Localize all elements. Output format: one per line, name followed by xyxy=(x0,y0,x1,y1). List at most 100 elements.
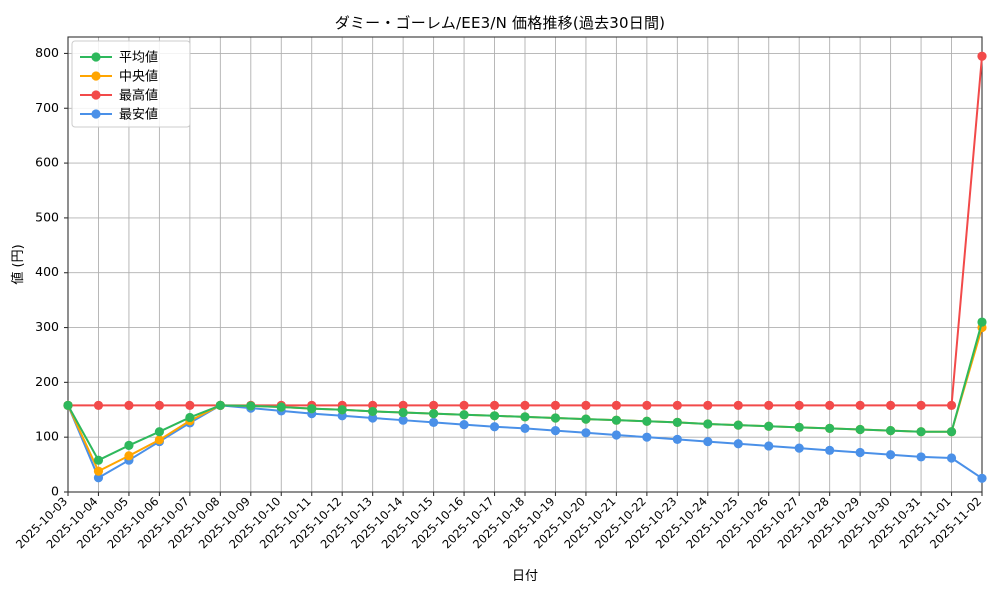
data-point xyxy=(611,400,622,410)
data-point xyxy=(124,440,134,451)
data-point xyxy=(489,411,500,421)
data-point xyxy=(63,400,73,410)
chart-title: ダミー・ゴーレム/EE3/N 価格推移(過去30日間) xyxy=(334,14,666,32)
data-point xyxy=(368,406,378,417)
legend-label: 平均値 xyxy=(119,50,158,66)
data-point xyxy=(886,450,896,460)
data-point xyxy=(307,404,317,414)
y-tick-label: 600 xyxy=(35,155,59,170)
data-point xyxy=(489,422,500,432)
legend-swatch-marker xyxy=(91,109,101,119)
data-point xyxy=(855,447,865,458)
data-point xyxy=(398,400,408,410)
data-point xyxy=(733,439,743,449)
data-point xyxy=(93,466,104,476)
legend-box xyxy=(71,40,191,128)
data-point xyxy=(946,400,957,410)
legend-item-3: 最高値 xyxy=(80,88,158,104)
data-point xyxy=(764,421,774,431)
data-point xyxy=(520,412,530,422)
data-point xyxy=(124,400,134,410)
data-point xyxy=(642,400,652,410)
grid-lines xyxy=(67,37,983,493)
data-point xyxy=(154,435,164,445)
data-point xyxy=(733,420,743,430)
data-point xyxy=(642,432,652,442)
legend-item-2: 中央値 xyxy=(80,69,158,85)
y-tick-label: 100 xyxy=(35,429,59,444)
data-point xyxy=(794,422,804,432)
data-point xyxy=(703,400,713,410)
data-point xyxy=(550,426,561,436)
data-point xyxy=(489,400,500,410)
data-point xyxy=(459,400,469,410)
data-point xyxy=(337,405,347,415)
data-point xyxy=(977,317,987,327)
legend-swatch-marker xyxy=(91,90,101,100)
y-tick-label: 700 xyxy=(35,100,59,115)
y-tick-label: 400 xyxy=(35,264,59,279)
data-point xyxy=(520,400,530,410)
data-point xyxy=(946,453,957,463)
data-point xyxy=(246,401,256,411)
data-point xyxy=(977,51,987,61)
data-point xyxy=(124,451,134,461)
data-point xyxy=(215,400,225,410)
series-1 xyxy=(63,317,987,465)
x-axis-title: 日付 xyxy=(512,569,538,584)
data-point xyxy=(764,441,774,451)
data-point xyxy=(672,400,682,410)
data-point xyxy=(398,415,408,425)
legend-swatch-marker xyxy=(91,52,101,62)
data-point xyxy=(703,419,713,429)
data-point xyxy=(672,434,682,444)
y-tick-label: 800 xyxy=(35,45,59,60)
data-series-group xyxy=(63,51,987,483)
data-point xyxy=(398,407,408,418)
data-point xyxy=(916,452,926,462)
data-point xyxy=(93,400,104,410)
data-point xyxy=(672,417,682,427)
data-point xyxy=(93,473,104,483)
y-tick-label: 200 xyxy=(35,374,59,389)
data-point xyxy=(154,427,164,437)
data-point xyxy=(703,436,713,447)
data-point xyxy=(429,409,439,419)
y-tick-label: 300 xyxy=(35,319,59,334)
data-point xyxy=(93,455,104,465)
data-point xyxy=(459,419,469,430)
data-point xyxy=(581,400,591,410)
data-point xyxy=(581,428,591,438)
y-axis-ticks: 0 100 200 300 400 500 600 700 800 xyxy=(35,45,68,499)
data-point xyxy=(550,413,561,423)
data-point xyxy=(825,400,835,410)
data-point xyxy=(611,415,622,425)
data-point xyxy=(764,400,774,410)
x-axis-ticks: 2025-10-032025-10-042025-10-052025-10-06… xyxy=(13,492,984,551)
data-point xyxy=(642,416,652,426)
data-point xyxy=(581,414,591,424)
data-point xyxy=(916,400,926,410)
data-point xyxy=(550,400,561,410)
data-point xyxy=(886,400,896,410)
data-point xyxy=(733,400,743,410)
data-point xyxy=(185,400,195,410)
legend-item-1: 平均値 xyxy=(80,50,158,66)
data-point xyxy=(520,423,530,434)
legend-label: 最安値 xyxy=(119,107,158,123)
data-point xyxy=(946,427,957,437)
data-point xyxy=(855,400,865,410)
y-tick-label: 500 xyxy=(35,209,59,224)
legend-item-4: 最安値 xyxy=(80,107,158,123)
legend-swatch-marker xyxy=(91,71,101,81)
legend-label: 最高値 xyxy=(119,88,158,104)
data-point xyxy=(276,402,286,412)
data-point xyxy=(977,473,987,483)
y-axis-title: 値 (円) xyxy=(10,244,26,284)
data-point xyxy=(429,400,439,410)
data-point xyxy=(825,423,835,434)
data-point xyxy=(855,424,865,435)
